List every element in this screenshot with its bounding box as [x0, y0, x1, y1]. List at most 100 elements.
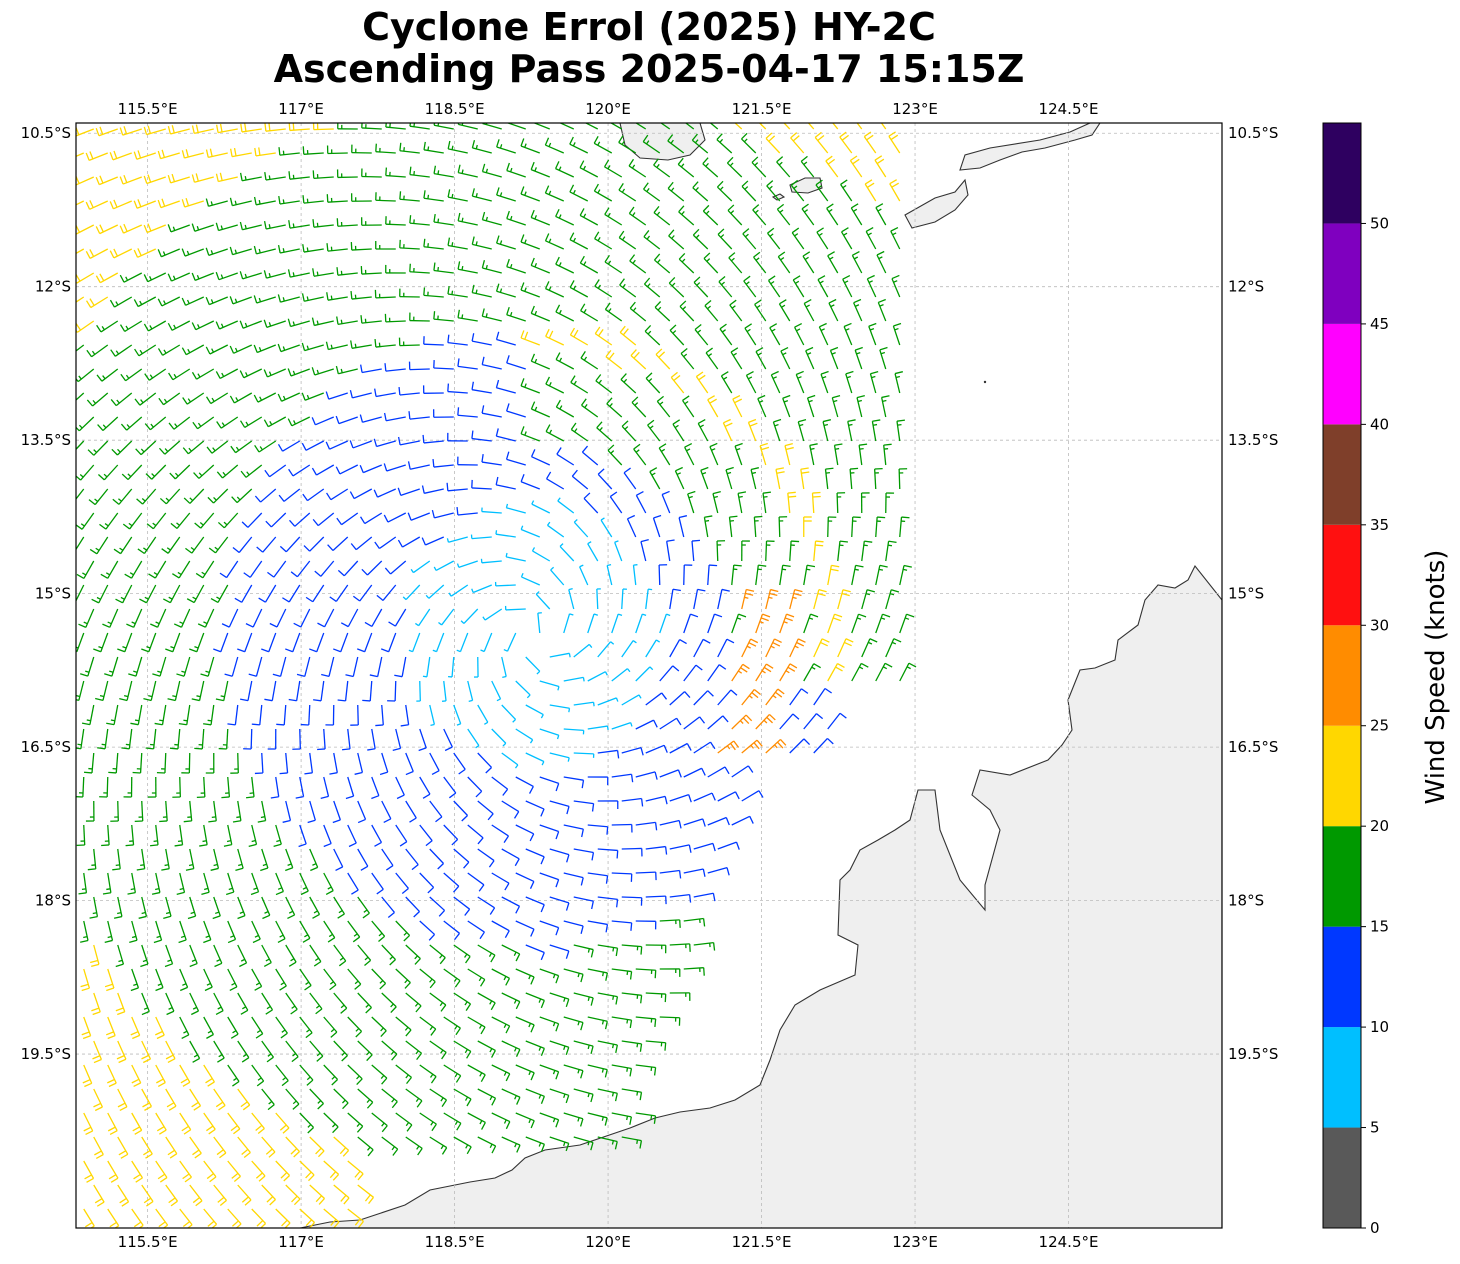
colorbar-bin — [1323, 625, 1361, 726]
wind-barb — [141, 1136, 153, 1159]
wind-barb — [539, 872, 560, 888]
wind-barb — [240, 123, 262, 133]
wind-barb — [309, 1040, 324, 1062]
wind-barb — [95, 680, 109, 702]
wind-barb — [611, 1112, 633, 1125]
wind-barb — [76, 824, 86, 847]
wind-barb — [471, 284, 492, 298]
wind-barb — [776, 156, 791, 178]
wind-barb — [645, 845, 668, 855]
wind-barb — [495, 331, 516, 346]
wind-barb — [332, 800, 341, 824]
wind-barb — [716, 180, 733, 202]
wind-barb — [119, 320, 143, 332]
wind-barb — [251, 1064, 265, 1087]
wind-barb — [597, 641, 615, 658]
wind-barb — [707, 766, 730, 778]
wind-barb — [91, 584, 109, 604]
wind-barb — [849, 155, 863, 178]
wind-barb — [569, 280, 589, 298]
wind-barb — [267, 560, 287, 578]
wind-barb — [632, 564, 638, 586]
lon-tick-label: 115.5°E — [118, 1233, 178, 1251]
wind-barb — [803, 663, 821, 682]
wind-barb — [670, 371, 685, 394]
wind-barb — [674, 466, 685, 490]
wind-barb — [336, 512, 359, 526]
wind-barb — [349, 440, 372, 449]
wind-barb — [276, 704, 287, 726]
wind-barb — [78, 872, 88, 895]
wind-barb — [263, 270, 286, 279]
wind-barb — [323, 920, 336, 943]
wind-barb — [311, 317, 334, 327]
wind-barb — [747, 418, 758, 442]
wind-barb — [230, 440, 253, 454]
wind-barb — [491, 920, 510, 938]
wind-barb — [290, 560, 311, 578]
wind-barb — [603, 159, 623, 178]
land-island-small — [771, 193, 786, 201]
wind-barb — [741, 132, 757, 154]
wind-barb — [246, 776, 255, 799]
wind-barb — [642, 134, 661, 154]
wind-barb — [520, 138, 540, 154]
wind-barb — [305, 584, 325, 603]
wind-barb — [287, 368, 310, 377]
colorbar-label: Wind Speed (knots) — [1421, 550, 1451, 805]
wind-barb — [520, 525, 540, 538]
wind-barb — [477, 992, 496, 1011]
wind-barb — [669, 324, 685, 346]
wind-barb — [176, 872, 186, 895]
wind-barb — [597, 1136, 618, 1150]
wind-barb — [563, 824, 584, 838]
wind-barb — [81, 1016, 92, 1040]
wind-barb — [555, 399, 575, 418]
wind-barb — [885, 540, 897, 562]
wind-barb — [535, 591, 551, 610]
wind-barb — [611, 872, 633, 882]
wind-barb — [145, 728, 157, 750]
wind-barb — [767, 227, 781, 250]
wind-barb — [866, 274, 877, 298]
wind-barb — [635, 123, 647, 130]
wind-barb — [611, 968, 633, 980]
wind-barb — [815, 179, 829, 202]
wind-barb — [135, 440, 157, 456]
wind-barb — [568, 588, 575, 610]
wind-barb — [880, 123, 887, 130]
wind-barb — [530, 257, 550, 274]
wind-barb — [83, 752, 95, 774]
lon-tick-label: 120°E — [585, 1233, 631, 1251]
wind-barb — [395, 968, 411, 989]
wind-barb — [474, 656, 479, 678]
wind-barb — [467, 680, 474, 703]
lon-tick-label: 123°E — [892, 100, 938, 118]
wind-barb — [593, 136, 613, 154]
wind-barb — [335, 415, 358, 425]
lon-tick-label: 117°E — [278, 100, 324, 118]
wind-barb — [481, 211, 502, 226]
wind-barb — [683, 917, 706, 927]
wind-barb — [563, 776, 585, 789]
wind-barb — [501, 800, 520, 819]
wind-barb — [851, 564, 864, 586]
wind-barb — [134, 800, 144, 823]
wind-barb — [399, 191, 420, 202]
wind-barb — [264, 464, 287, 478]
wind-barb — [111, 440, 133, 456]
wind-barb — [477, 848, 495, 868]
wind-barb — [765, 638, 782, 658]
wind-barb — [150, 608, 167, 628]
wind-barb — [477, 752, 493, 774]
wind-barb — [80, 920, 89, 943]
wind-barb — [129, 920, 138, 944]
wind-barb — [888, 131, 901, 154]
wind-barb — [303, 536, 325, 552]
wind-barb — [275, 1016, 288, 1039]
wind-barb — [309, 1088, 324, 1110]
wind-barb — [182, 392, 205, 405]
wind-barb — [745, 370, 757, 394]
wind-barb — [896, 419, 905, 442]
wind-barb — [629, 254, 647, 274]
